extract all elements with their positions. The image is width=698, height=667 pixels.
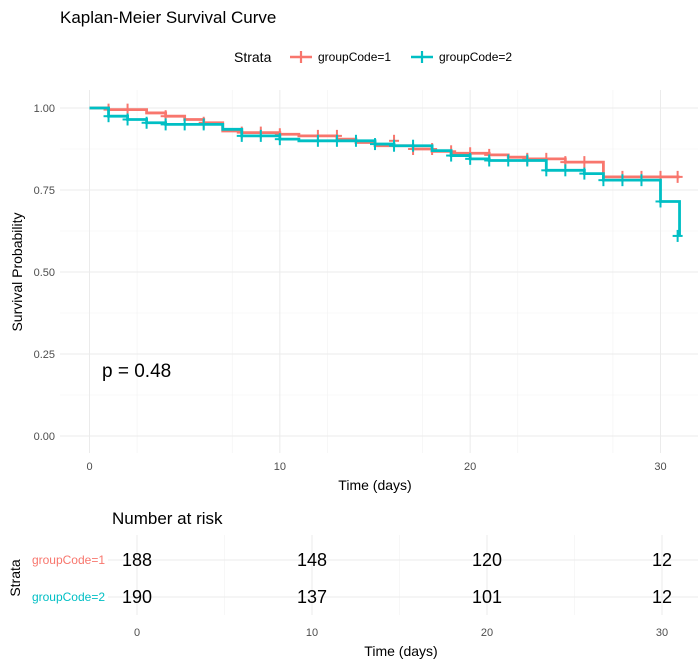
censor-mark xyxy=(672,170,683,183)
y-tick-label: 0.25 xyxy=(34,349,55,361)
censor-mark xyxy=(484,154,495,167)
y-tick-labels: 0.00 0.25 0.50 0.75 1.00 xyxy=(34,103,55,443)
risk-row-label: groupCode=1 xyxy=(32,553,105,567)
censor-mark xyxy=(389,139,400,152)
chart-title: Kaplan-Meier Survival Curve xyxy=(60,8,276,27)
risk-x-tick-labels: 0 10 20 30 xyxy=(134,627,668,639)
risk-count: 137 xyxy=(297,587,327,607)
legend-key-group2 xyxy=(411,51,433,63)
x-tick-label: 20 xyxy=(464,461,476,473)
legend-key-group1 xyxy=(290,51,312,63)
risk-count: 148 xyxy=(297,550,327,570)
x-tick-label: 30 xyxy=(654,461,666,473)
risk-count: 12 xyxy=(652,587,672,607)
y-tick-label: 0.50 xyxy=(34,267,55,279)
censor-mark xyxy=(579,156,590,169)
y-axis-title: Survival Probability xyxy=(9,212,25,331)
censor-mark xyxy=(636,174,647,187)
risk-x-tick-label: 30 xyxy=(656,627,668,639)
legend-label-group2: groupCode=2 xyxy=(439,50,512,64)
risk-x-axis-title: Time (days) xyxy=(364,643,437,659)
x-axis-title: Time (days) xyxy=(338,477,411,493)
risk-count: 188 xyxy=(122,550,152,570)
censor-mark xyxy=(350,134,361,147)
risk-count: 120 xyxy=(472,550,502,570)
censor-mark xyxy=(560,164,571,177)
series-2 xyxy=(89,106,683,242)
risk-x-tick-label: 20 xyxy=(481,627,493,639)
x-tick-label: 10 xyxy=(274,461,286,473)
censor-mark xyxy=(103,110,114,123)
legend-title: Strata xyxy=(234,49,272,65)
censor-mark xyxy=(446,149,457,162)
censor-mark xyxy=(541,164,552,177)
censor-mark xyxy=(617,174,628,187)
risk-count: 190 xyxy=(122,587,152,607)
risk-table-title: Number at risk xyxy=(112,509,223,528)
risk-count: 12 xyxy=(652,550,672,570)
censor-mark xyxy=(236,129,247,142)
y-tick-label: 0.75 xyxy=(34,185,55,197)
p-value-annotation: p = 0.48 xyxy=(102,361,171,382)
censor-mark xyxy=(598,174,609,187)
censor-mark xyxy=(579,167,590,180)
censor-mark xyxy=(503,154,514,167)
censor-mark xyxy=(179,118,190,131)
censor-mark xyxy=(122,113,133,126)
risk-table-cells: 188 148 120 12 190 137 101 12 xyxy=(122,550,672,607)
survival-step-line xyxy=(89,106,681,236)
survival-curves xyxy=(89,103,683,242)
risk-x-tick-label: 10 xyxy=(306,627,318,639)
risk-y-axis-title: Strata xyxy=(7,559,23,597)
main-grid xyxy=(60,90,698,453)
risk-row-label: groupCode=2 xyxy=(32,590,105,604)
censor-mark xyxy=(370,138,380,151)
censor-mark xyxy=(465,152,476,165)
legend-label-group1: groupCode=1 xyxy=(318,50,391,64)
censor-mark xyxy=(522,154,533,167)
censor-mark xyxy=(198,118,209,131)
risk-table-grid xyxy=(108,535,698,615)
x-tick-label: 0 xyxy=(86,461,92,473)
censor-mark xyxy=(672,229,683,242)
censor-mark xyxy=(141,116,152,129)
censor-mark xyxy=(331,134,342,147)
censor-mark xyxy=(255,129,266,142)
y-tick-label: 1.00 xyxy=(34,103,55,115)
censor-mark xyxy=(408,139,419,152)
risk-x-tick-label: 0 xyxy=(134,627,140,639)
censor-mark xyxy=(160,118,171,131)
x-tick-labels: 0 10 20 30 xyxy=(86,461,666,473)
censor-mark xyxy=(312,134,323,147)
risk-table-row-labels: groupCode=1 groupCode=2 xyxy=(32,553,105,604)
survival-step-line xyxy=(89,106,680,179)
censor-mark xyxy=(274,133,285,146)
y-tick-label: 0.00 xyxy=(34,431,55,443)
censor-mark xyxy=(655,195,666,208)
risk-count: 101 xyxy=(472,587,502,607)
